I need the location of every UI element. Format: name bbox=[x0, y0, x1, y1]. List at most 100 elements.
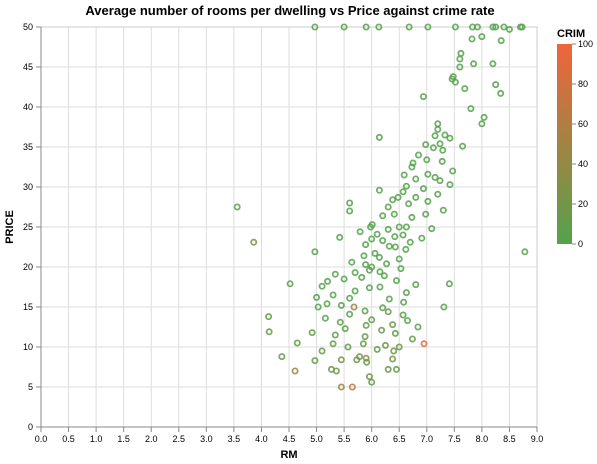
data-point bbox=[405, 200, 413, 208]
data-point bbox=[445, 280, 453, 288]
legend-title: CRIM bbox=[557, 28, 585, 40]
data-point bbox=[518, 23, 526, 31]
data-point bbox=[329, 340, 337, 348]
data-point bbox=[362, 241, 370, 249]
legend-gradient bbox=[557, 44, 572, 244]
data-point bbox=[390, 210, 398, 218]
x-tick-label: 9.0 bbox=[531, 434, 544, 444]
data-point bbox=[395, 255, 403, 263]
data-point bbox=[337, 383, 345, 391]
y-tick-label: 0 bbox=[28, 422, 33, 432]
data-point bbox=[434, 120, 442, 128]
legend-tick-label: 100 bbox=[578, 39, 593, 49]
data-point bbox=[313, 293, 321, 301]
data-point bbox=[379, 237, 387, 245]
data-point bbox=[389, 196, 397, 204]
data-point bbox=[346, 294, 354, 302]
legend-tick-label: 60 bbox=[578, 119, 588, 129]
data-point bbox=[336, 233, 344, 241]
x-tick-label: 7.0 bbox=[421, 434, 434, 444]
legend-tick-label: 40 bbox=[578, 159, 588, 169]
data-point bbox=[391, 243, 399, 251]
data-point bbox=[414, 323, 422, 331]
data-point bbox=[350, 303, 358, 311]
data-point bbox=[337, 356, 345, 364]
data-point bbox=[492, 81, 500, 89]
data-point bbox=[456, 55, 464, 63]
data-point bbox=[446, 134, 454, 142]
data-point bbox=[497, 37, 505, 45]
data-point bbox=[331, 270, 339, 278]
x-tick-label: 4.0 bbox=[255, 434, 268, 444]
data-point bbox=[358, 273, 366, 281]
x-tick-label: 8.0 bbox=[476, 434, 489, 444]
data-point bbox=[384, 225, 392, 233]
data-point bbox=[371, 249, 379, 257]
legend-tick-label: 80 bbox=[578, 79, 588, 89]
data-point bbox=[360, 252, 368, 260]
data-point bbox=[446, 181, 454, 189]
x-tick-label: 0.5 bbox=[62, 434, 75, 444]
data-point bbox=[291, 367, 299, 375]
data-point bbox=[324, 277, 332, 285]
data-point bbox=[492, 23, 500, 31]
x-axis: 0.0 0.5 1.0 1.5 2.0 2.5 3.0 3.5 4.0 4.5 5.0 5.5 6.0 6… bbox=[35, 426, 544, 444]
y-tick-label: 40 bbox=[23, 102, 33, 112]
data-point bbox=[449, 167, 457, 175]
data-point bbox=[399, 311, 407, 319]
data-point bbox=[480, 113, 488, 121]
data-point bbox=[438, 157, 446, 165]
x-tick-label: 5.5 bbox=[338, 434, 351, 444]
data-point bbox=[375, 23, 383, 31]
data-point bbox=[233, 203, 241, 211]
data-point bbox=[379, 212, 387, 220]
data-point bbox=[378, 326, 386, 334]
data-point bbox=[311, 23, 319, 31]
chart-title: Average number of rooms per dwelling vs … bbox=[85, 3, 494, 18]
y-axis: 0 5 10 15 20 25 30 35 40 45 50 bbox=[23, 22, 42, 432]
data-point bbox=[384, 203, 392, 211]
data-point bbox=[337, 301, 345, 309]
data-point bbox=[368, 235, 376, 243]
data-point bbox=[436, 140, 444, 148]
data-point bbox=[431, 173, 439, 181]
data-point bbox=[408, 213, 416, 221]
data-point bbox=[376, 268, 384, 276]
data-point bbox=[314, 303, 322, 311]
data-point bbox=[467, 105, 475, 113]
x-tick-label: 4.5 bbox=[283, 434, 296, 444]
data-point bbox=[397, 265, 405, 273]
data-point bbox=[391, 233, 399, 241]
x-tick-label: 1.5 bbox=[117, 434, 130, 444]
y-tick-label: 10 bbox=[23, 342, 33, 352]
data-point bbox=[365, 266, 373, 274]
x-tick-label: 3.0 bbox=[200, 434, 213, 444]
data-point bbox=[395, 343, 403, 351]
data-point bbox=[478, 33, 486, 41]
data-point bbox=[473, 23, 481, 31]
data-point bbox=[431, 132, 439, 140]
data-point bbox=[424, 197, 432, 205]
x-axis-title: RM bbox=[280, 449, 297, 461]
data-point bbox=[436, 177, 444, 185]
data-point bbox=[429, 144, 437, 152]
data-point bbox=[385, 295, 393, 303]
data-point bbox=[329, 291, 337, 299]
data-point bbox=[362, 321, 370, 329]
data-point bbox=[346, 310, 354, 318]
y-tick-label: 35 bbox=[23, 142, 33, 152]
data-point bbox=[311, 248, 319, 256]
data-point bbox=[402, 289, 410, 297]
y-tick-label: 15 bbox=[23, 302, 33, 312]
data-point bbox=[362, 354, 370, 362]
x-tick-label: 3.5 bbox=[228, 434, 241, 444]
data-point bbox=[250, 238, 258, 246]
data-point bbox=[340, 23, 348, 31]
data-point bbox=[451, 78, 459, 86]
data-point bbox=[376, 283, 384, 291]
y-tick-label: 5 bbox=[28, 382, 33, 392]
data-point bbox=[321, 314, 329, 322]
data-point bbox=[391, 329, 399, 337]
data-point bbox=[408, 335, 416, 343]
